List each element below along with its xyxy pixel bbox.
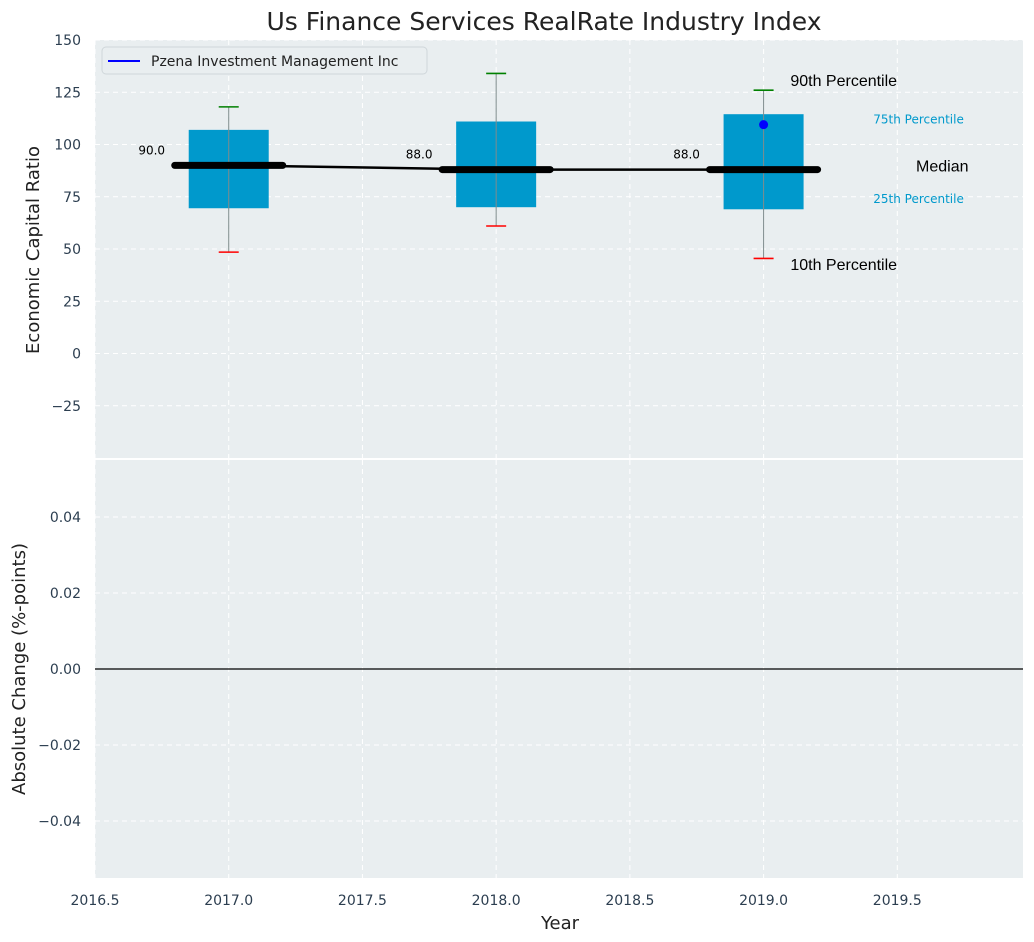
bottom-y-tick-label: −0.02	[38, 738, 81, 754]
x-tick-label: 2018.5	[605, 893, 654, 909]
top-y-tick-label: 50	[63, 242, 81, 258]
p25-annotation: 25th Percentile	[873, 192, 964, 206]
top-y-tick-label: 125	[54, 85, 81, 101]
top-y-tick-label: 0	[72, 347, 81, 363]
company-data-point	[759, 120, 769, 130]
x-axis-label: Year	[540, 913, 580, 934]
x-tick-label: 2019.5	[873, 893, 922, 909]
median-trend-line	[228, 164, 764, 171]
bottom-y-tick-label: 0.00	[50, 662, 81, 678]
bottom-y-tick-label: 0.02	[50, 586, 81, 602]
p10-annotation: 10th Percentile	[790, 257, 897, 274]
top-y-tick-label: 150	[54, 33, 81, 49]
bottom-y-tick-label: −0.04	[38, 814, 81, 830]
p90-annotation: 90th Percentile	[790, 73, 897, 90]
x-tick-label: 2017.5	[338, 893, 387, 909]
bottom-y-tick-label: 0.04	[50, 510, 81, 526]
median-value-label: 88.0	[406, 148, 433, 162]
bottom-panel	[94, 460, 1023, 878]
top-y-axis-label: Economic Capital Ratio	[23, 146, 44, 354]
top-y-tick-label: 75	[63, 190, 81, 206]
bottom-y-axis-label: Absolute Change (%-points)	[9, 543, 30, 795]
legend-entry: Pzena Investment Management Inc	[151, 54, 398, 70]
p75-annotation: 75th Percentile	[873, 113, 964, 127]
top-y-tick-label: −25	[51, 399, 81, 415]
median-value-label: 90.0	[138, 143, 165, 157]
legend: Pzena Investment Management Inc	[101, 46, 428, 75]
x-tick-label: 2016.5	[71, 893, 120, 909]
x-tick-label: 2019.0	[739, 893, 788, 909]
top-y-tick-label: 100	[54, 138, 81, 154]
x-tick-label: 2018.0	[472, 893, 521, 909]
chart-title: Us Finance Services RealRate Industry In…	[267, 7, 822, 36]
median-annotation: Median	[916, 159, 968, 176]
legend-box	[101, 46, 428, 75]
x-tick-label: 2017.0	[204, 893, 253, 909]
top-panel: Pzena Investment Management Inc	[94, 39, 1023, 460]
top-y-tick-label: 25	[63, 294, 81, 310]
median-value-label: 88.0	[673, 148, 700, 162]
chart-text: 90.0 88.0 88.0 90th Percentile 75th Percenti…	[9, 7, 969, 934]
